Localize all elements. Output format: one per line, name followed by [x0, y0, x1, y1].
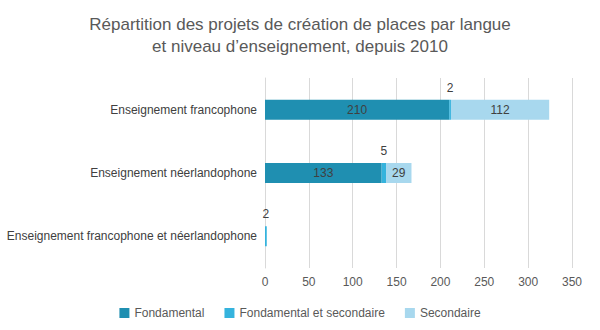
svg-text:29: 29: [392, 166, 406, 180]
svg-text:133: 133: [313, 166, 333, 180]
svg-text:Répartition des projets de cré: Répartition des projets de création de p…: [89, 15, 511, 34]
svg-text:Fondamental: Fondamental: [134, 306, 204, 320]
svg-text:350: 350: [562, 275, 582, 289]
svg-text:50: 50: [302, 275, 316, 289]
svg-text:250: 250: [474, 275, 494, 289]
svg-text:et niveau d’enseignement, depu: et niveau d’enseignement, depuis 2010: [152, 37, 448, 56]
svg-text:300: 300: [518, 275, 538, 289]
svg-text:5: 5: [381, 144, 388, 158]
svg-text:Enseignement néerlandophone: Enseignement néerlandophone: [90, 166, 257, 180]
svg-text:150: 150: [387, 275, 407, 289]
svg-text:Enseignement francophone: Enseignement francophone: [110, 103, 257, 117]
svg-text:100: 100: [343, 275, 363, 289]
svg-text:0: 0: [262, 275, 269, 289]
svg-text:2: 2: [263, 207, 270, 221]
svg-text:210: 210: [347, 103, 367, 117]
svg-text:200: 200: [430, 275, 450, 289]
svg-text:112: 112: [491, 103, 510, 117]
svg-text:2: 2: [447, 81, 454, 95]
svg-text:Secondaire: Secondaire: [420, 306, 481, 320]
svg-text:Fondamental et secondaire: Fondamental et secondaire: [239, 306, 385, 320]
svg-text:Enseignement francophone et né: Enseignement francophone et néerlandopho…: [7, 229, 258, 243]
